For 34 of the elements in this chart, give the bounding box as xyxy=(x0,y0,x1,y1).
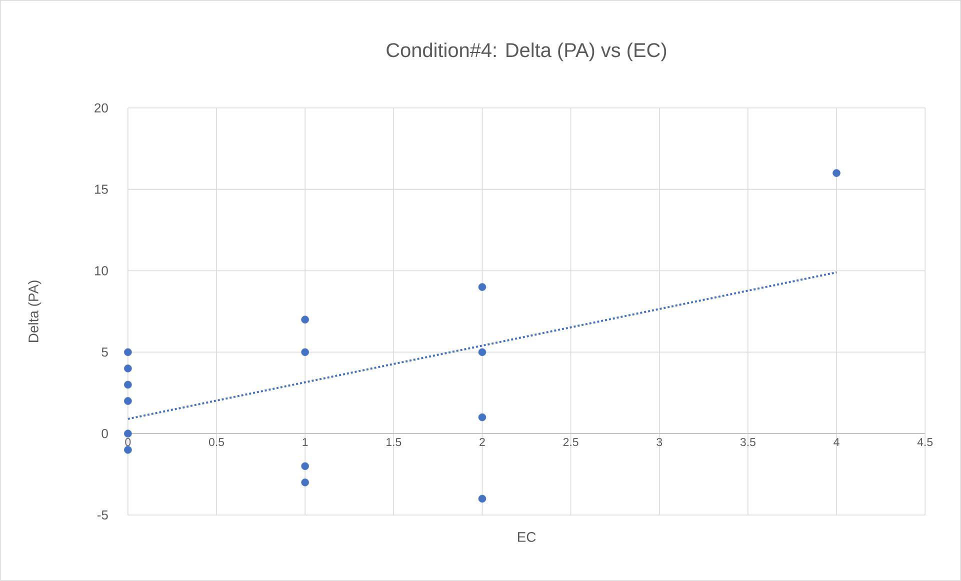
y-axis-title: Delta (PA) xyxy=(28,280,42,342)
x-tick-label: 0.5 xyxy=(208,438,224,446)
point xyxy=(124,380,132,389)
point xyxy=(124,397,132,405)
point xyxy=(301,348,309,356)
y-tick-label: 20 xyxy=(94,103,108,113)
y-tick-label: 15 xyxy=(94,184,108,194)
y-tick-label: 0 xyxy=(102,429,108,438)
y-tick-label: -5 xyxy=(97,510,108,520)
point xyxy=(124,430,132,438)
x-tick-label: 2 xyxy=(480,438,485,446)
y-tick-label: 10 xyxy=(94,266,108,276)
chart-title: Condition#4: Delta (PA) vs (EC) xyxy=(386,42,666,62)
point xyxy=(301,316,309,324)
point xyxy=(301,478,309,486)
x-tick-label: 3.5 xyxy=(740,438,756,446)
y-tick-label: 5 xyxy=(102,348,108,357)
point xyxy=(301,462,309,470)
point xyxy=(478,283,486,291)
point xyxy=(478,413,486,422)
point xyxy=(832,169,840,177)
x-tick-label: 1.5 xyxy=(386,438,402,446)
point xyxy=(478,494,486,503)
x-axis-title: EC xyxy=(518,532,536,542)
x-tick-label: 0 xyxy=(125,438,131,446)
point xyxy=(124,446,132,454)
x-tick-label: 4.5 xyxy=(917,438,933,446)
x-tick-label: 2.5 xyxy=(563,438,578,446)
point xyxy=(478,348,486,356)
x-tick-label: 1 xyxy=(302,438,308,446)
x-tick-label: 3 xyxy=(656,438,662,446)
point xyxy=(124,364,132,372)
x-tick-label: 4 xyxy=(834,438,840,446)
point xyxy=(124,348,132,356)
